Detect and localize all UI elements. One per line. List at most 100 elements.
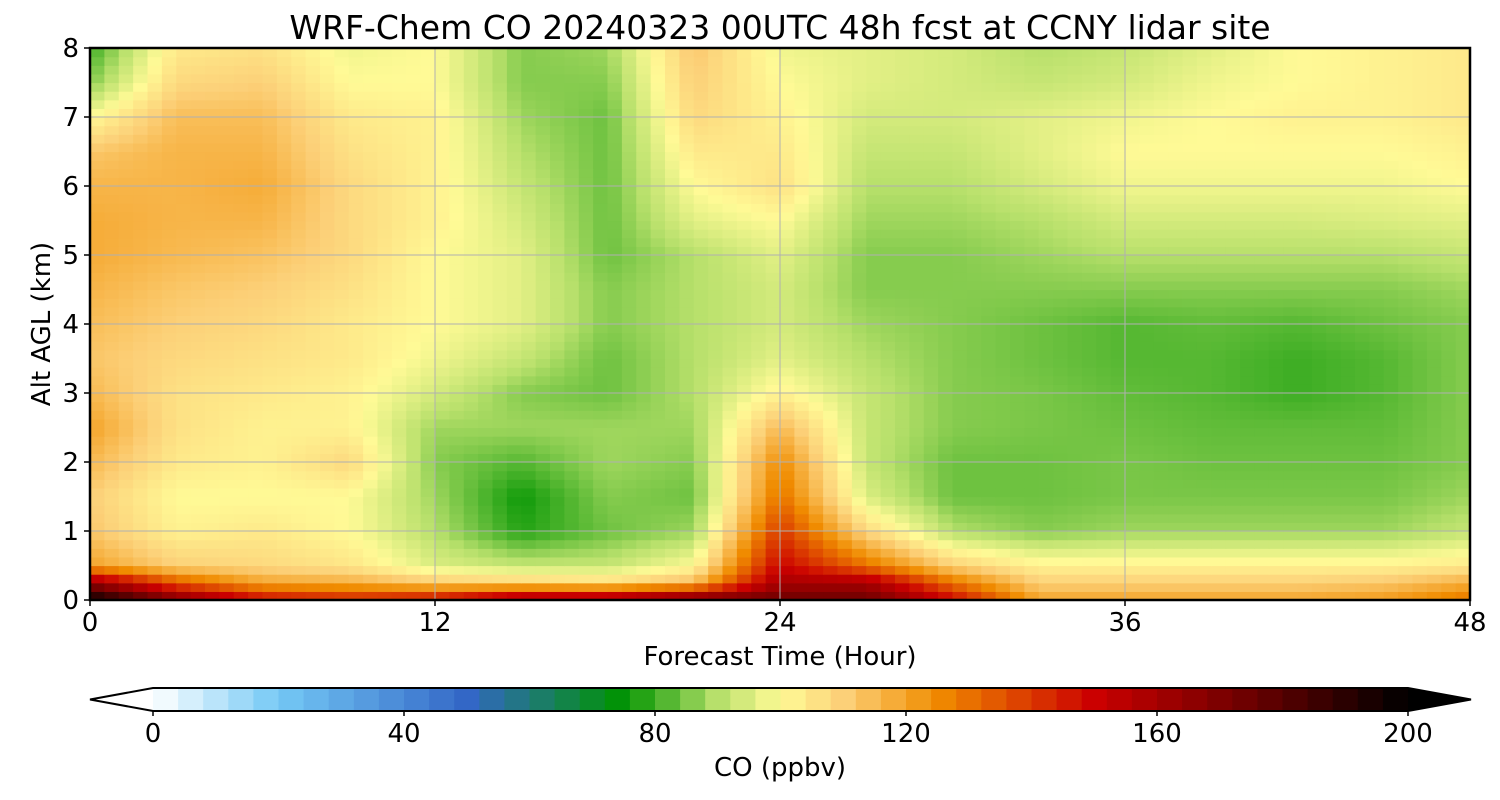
heatmap-cell [133, 220, 149, 230]
heatmap-cell [952, 479, 968, 489]
heatmap-cell [305, 582, 321, 592]
heatmap-cell [1297, 548, 1313, 558]
heatmap-cell [1240, 237, 1255, 247]
heatmap-cell [1125, 341, 1140, 351]
heatmap-cell [1297, 470, 1313, 480]
heatmap-cell [693, 418, 709, 429]
heatmap-cell [823, 470, 839, 480]
heatmap-cell [334, 496, 350, 506]
heatmap-cell [219, 436, 235, 446]
heatmap-cell [291, 522, 307, 532]
heatmap-cell [1196, 341, 1212, 351]
heatmap-cell [1441, 289, 1457, 299]
heatmap-cell [506, 203, 522, 213]
heatmap-cell [1383, 341, 1399, 351]
heatmap-cell [693, 522, 709, 532]
heatmap-cell [794, 229, 810, 239]
heatmap-cell [521, 436, 537, 446]
heatmap-cell [736, 565, 752, 575]
heatmap-cell [190, 160, 206, 170]
heatmap-cell [1426, 556, 1442, 567]
heatmap-cell [923, 401, 939, 411]
heatmap-cell [1369, 522, 1385, 532]
heatmap-cell [391, 341, 407, 351]
heatmap-cell [722, 315, 738, 325]
heatmap-cell [334, 375, 350, 385]
heatmap-cell [895, 375, 910, 385]
heatmap-cell [348, 211, 364, 222]
heatmap-cell [650, 203, 666, 213]
heatmap-cell [478, 462, 494, 472]
heatmap-cell [665, 177, 680, 187]
heatmap-cell [348, 565, 364, 575]
heatmap-cell [147, 324, 163, 334]
heatmap-cell [161, 418, 177, 429]
heatmap-cell [708, 246, 724, 256]
heatmap-cell [535, 315, 551, 325]
heatmap-cell [90, 263, 105, 273]
heatmap-cell [463, 315, 479, 325]
heatmap-cell [550, 246, 565, 256]
heatmap-cell [550, 168, 565, 178]
heatmap-cell [1153, 194, 1169, 204]
heatmap-cell [391, 194, 407, 204]
heatmap-cell [161, 548, 177, 558]
heatmap-cell [1268, 324, 1284, 334]
heatmap-cell [636, 177, 652, 187]
heatmap-cell [1081, 410, 1097, 420]
heatmap-cell [923, 548, 939, 558]
heatmap-cell [420, 548, 436, 558]
heatmap-cell [952, 298, 968, 308]
heatmap-cell [1225, 255, 1241, 265]
heatmap-cell [1398, 168, 1414, 178]
heatmap-cell [133, 436, 149, 446]
heatmap-cell [952, 582, 968, 592]
heatmap-cell [1139, 332, 1155, 342]
heatmap-cell [823, 229, 839, 239]
heatmap-cell [1455, 255, 1471, 265]
heatmap-cell [1355, 410, 1370, 420]
heatmap-cell [895, 280, 910, 291]
heatmap-cell [1240, 531, 1255, 541]
heatmap-cell [607, 487, 623, 498]
heatmap-cell [1096, 324, 1112, 334]
heatmap-cell [1441, 186, 1457, 196]
heatmap-cell [1340, 280, 1356, 291]
heatmap-cell [1369, 177, 1385, 187]
heatmap-cell [650, 211, 666, 222]
heatmap-cell [851, 367, 867, 377]
heatmap-cell [981, 358, 997, 368]
heatmap-cell [190, 436, 206, 446]
heatmap-cell [1182, 272, 1198, 282]
heatmap-cell [233, 289, 249, 299]
heatmap-cell [363, 272, 379, 282]
heatmap-cell [1125, 237, 1140, 247]
heatmap-cell [1110, 324, 1126, 334]
heatmap-cell [751, 298, 767, 308]
heatmap-cell [938, 177, 954, 187]
heatmap-cell [492, 470, 508, 480]
heatmap-cell [1081, 324, 1097, 334]
heatmap-cell [851, 427, 867, 437]
heatmap-cell [463, 591, 479, 601]
heatmap-cell [1211, 263, 1227, 273]
heatmap-cell [966, 565, 982, 575]
heatmap-cell [1369, 496, 1385, 506]
heatmap-cell [1455, 298, 1471, 308]
heatmap-cell [1110, 539, 1126, 549]
heatmap-cell [1398, 341, 1414, 351]
heatmap-cell [463, 306, 479, 316]
heatmap-cell [693, 298, 709, 308]
heatmap-cell [1383, 186, 1399, 196]
heatmap-cell [248, 531, 264, 541]
heatmap-cell [363, 496, 379, 506]
heatmap-cell [1225, 453, 1241, 463]
heatmap-cell [449, 384, 465, 394]
heatmap-cell [621, 237, 637, 247]
heatmap-cell [995, 306, 1011, 316]
heatmap-cell [1038, 358, 1054, 368]
heatmap-cell [435, 186, 450, 196]
heatmap-cell [205, 531, 220, 541]
heatmap-cell [636, 487, 652, 498]
heatmap-cell [621, 470, 637, 480]
